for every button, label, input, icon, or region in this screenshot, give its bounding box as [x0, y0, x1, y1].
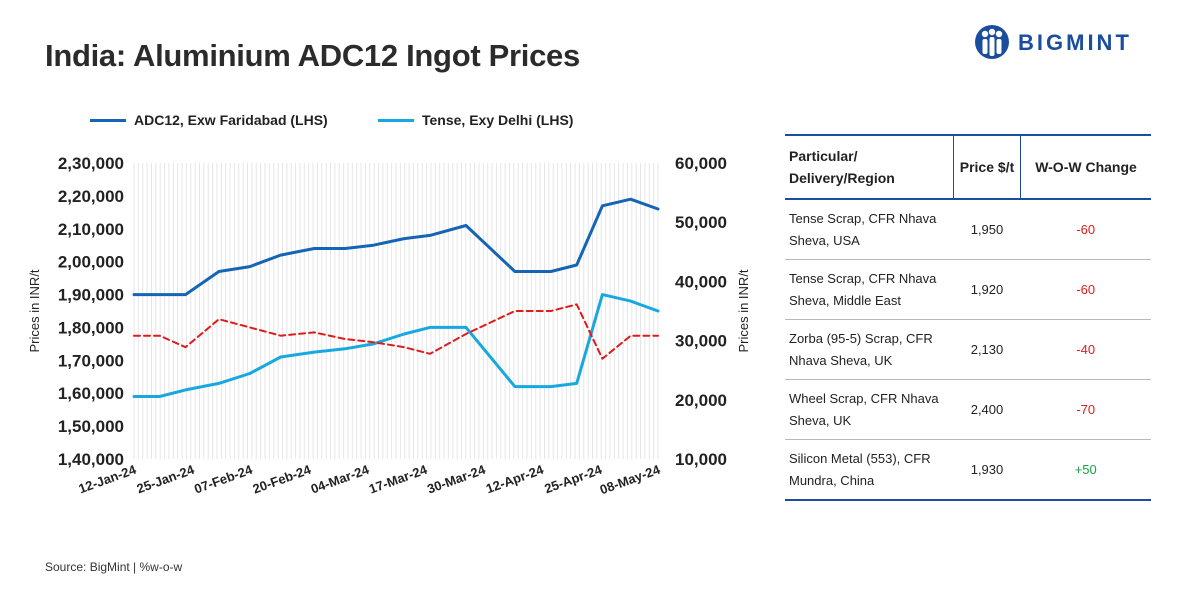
- y-axis-tick-label: 1,70,000: [58, 351, 124, 370]
- row-name: Wheel Scrap, CFR Nhava Sheva, UK: [785, 379, 954, 440]
- line-chart: 2,30,000 2,20,000 2,10,000 2,00,000 1,90,000…: [27, 154, 751, 497]
- x-axis-tick-label: 25-Apr-24: [542, 461, 604, 496]
- header-particular: Particular/ Delivery/Region: [785, 134, 954, 200]
- series-line-adc12: [132, 197, 660, 297]
- x-axis-tick-label: 25-Jan-24: [135, 461, 197, 496]
- row-change: -70: [1020, 379, 1151, 440]
- price-table: Particular/ Delivery/Region Price $/t W-…: [785, 134, 1151, 501]
- x-axis-tick-label: 07-Feb-24: [192, 461, 255, 496]
- x-axis-tick-label: 12-Apr-24: [484, 461, 546, 496]
- row-name: Tense Scrap, CFR Nhava Sheva, USA: [785, 199, 954, 260]
- table-row: Tense Scrap, CFR Nhava Sheva, Middle Eas…: [785, 259, 1151, 320]
- x-axis-tick-label: 04-Mar-24: [309, 461, 372, 496]
- header-change: W-O-W Change: [1020, 134, 1151, 200]
- logo-text: BIGMINT: [1018, 30, 1132, 55]
- y-axis-tick-label: 2,30,000: [58, 154, 124, 173]
- legend-label-tense: Tense, Exy Delhi (LHS): [422, 112, 574, 128]
- legend-swatch-tense: [378, 118, 414, 122]
- row-name: Tense Scrap, CFR Nhava Sheva, Middle Eas…: [785, 259, 954, 320]
- y2-axis-tick-label: 50,000: [675, 213, 727, 232]
- y-axis-title: Prices in INR/t: [27, 269, 42, 352]
- x-axis-tick-label: 17-Mar-24: [367, 461, 430, 496]
- table-row: Zorba (95-5) Scrap, CFR Nhava Sheva, UK …: [785, 319, 1151, 380]
- y2-axis-tick-label: 10,000: [675, 450, 727, 469]
- y-axis-tick-label: 1,80,000: [58, 318, 124, 337]
- header-price: Price $/t: [953, 134, 1021, 200]
- row-price: 2,400: [953, 379, 1021, 440]
- row-change: -60: [1020, 259, 1151, 320]
- price-table-container: Particular/ Delivery/Region Price $/t W-…: [785, 134, 1151, 501]
- y-axis-tick-label: 1,60,000: [58, 384, 124, 403]
- chart-title: India: Aluminium ADC12 Ingot Prices: [45, 38, 580, 73]
- table-row: Wheel Scrap, CFR Nhava Sheva, UK 2,400 -…: [785, 379, 1151, 440]
- legend-item-adc12: ADC12, Exw Faridabad (LHS): [90, 112, 328, 128]
- row-price: 1,930: [953, 439, 1021, 501]
- legend-item-tense: Tense, Exy Delhi (LHS): [378, 112, 573, 128]
- series-line-tense: [132, 293, 660, 398]
- y2-axis-title: Prices in INR/t: [736, 269, 751, 352]
- series-line-dashed: [133, 303, 659, 360]
- row-change: -40: [1020, 319, 1151, 380]
- y2-axis-tick-label: 40,000: [675, 272, 727, 291]
- bigmint-logo-icon: [975, 25, 1009, 59]
- x-axis-tick-label: 20-Feb-24: [251, 461, 314, 496]
- table-row: Tense Scrap, CFR Nhava Sheva, USA 1,950 …: [785, 199, 1151, 260]
- x-axis-tick-label: 30-Mar-24: [425, 461, 488, 496]
- row-price: 1,950: [953, 199, 1021, 260]
- row-name: Zorba (95-5) Scrap, CFR Nhava Sheva, UK: [785, 319, 954, 380]
- bigmint-logo[interactable]: BIGMINT: [972, 22, 1162, 62]
- row-change: -60: [1020, 199, 1151, 260]
- legend-label-adc12: ADC12, Exw Faridabad (LHS): [134, 112, 328, 128]
- table-header-row: Particular/ Delivery/Region Price $/t W-…: [785, 134, 1151, 200]
- y-axis-tick-label: 1,90,000: [58, 286, 124, 305]
- y-axis-tick-label: 2,20,000: [58, 187, 124, 206]
- row-price: 1,920: [953, 259, 1021, 320]
- row-change: +50: [1020, 439, 1151, 501]
- x-axis-tick-label: 08-May-24: [598, 461, 663, 497]
- y2-axis-tick-label: 20,000: [675, 391, 727, 410]
- y-axis-tick-label: 2,00,000: [58, 253, 124, 272]
- table-row: Silicon Metal (553), CFR Mundra, China 1…: [785, 439, 1151, 501]
- y-axis-tick-label: 1,50,000: [58, 417, 124, 436]
- legend-swatch-adc12: [90, 118, 126, 122]
- y-axis-tick-label: 1,40,000: [58, 450, 124, 469]
- row-name: Silicon Metal (553), CFR Mundra, China: [785, 439, 954, 501]
- y-axis-tick-label: 2,10,000: [58, 220, 124, 239]
- row-price: 2,130: [953, 319, 1021, 380]
- y2-axis-tick-label: 30,000: [675, 332, 727, 351]
- y2-axis-tick-label: 60,000: [675, 154, 727, 173]
- source-note: Source: BigMint | %w-o-w: [45, 560, 183, 574]
